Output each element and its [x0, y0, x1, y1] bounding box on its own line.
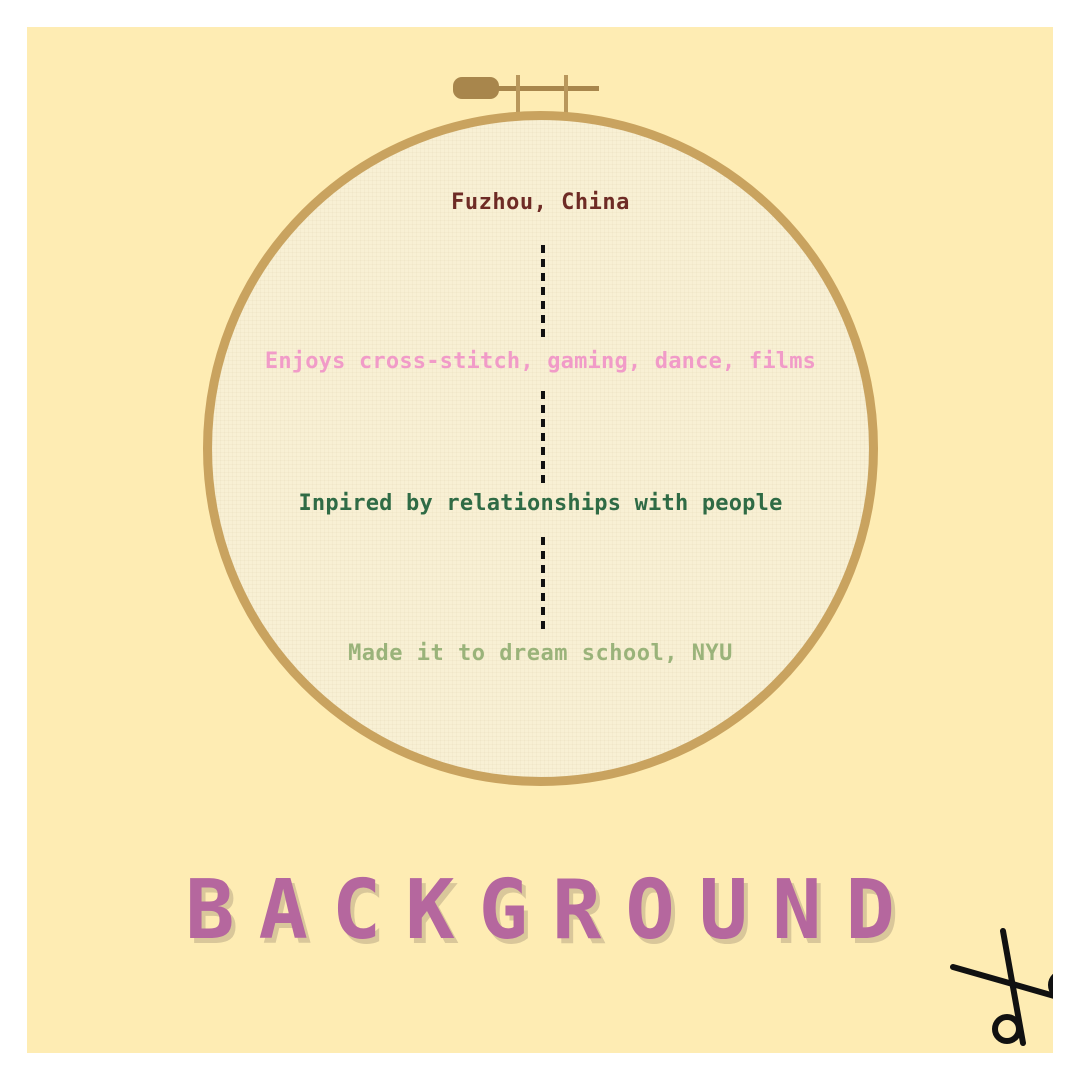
scissors-icon: [950, 928, 1053, 1046]
stitch-line-3: [541, 537, 545, 629]
origin-text: Fuzhou, China: [451, 190, 630, 215]
school-text: Made it to dream school, NYU: [348, 641, 733, 666]
embroidery-hoop-screw-icon: [453, 75, 599, 119]
stitch-line-2: [541, 391, 545, 483]
page-title: BACKGROUND: [185, 863, 919, 958]
stitch-line-1: [541, 245, 545, 337]
hobbies-text: Enjoys cross-stitch, gaming, dance, film…: [264, 349, 817, 374]
slide-canvas: Fuzhou, China Enjoys cross-stitch, gamin…: [27, 27, 1053, 1053]
embroidery-hoop: [203, 111, 878, 786]
inspiration-text: Inpired by relationships with people: [298, 491, 783, 516]
